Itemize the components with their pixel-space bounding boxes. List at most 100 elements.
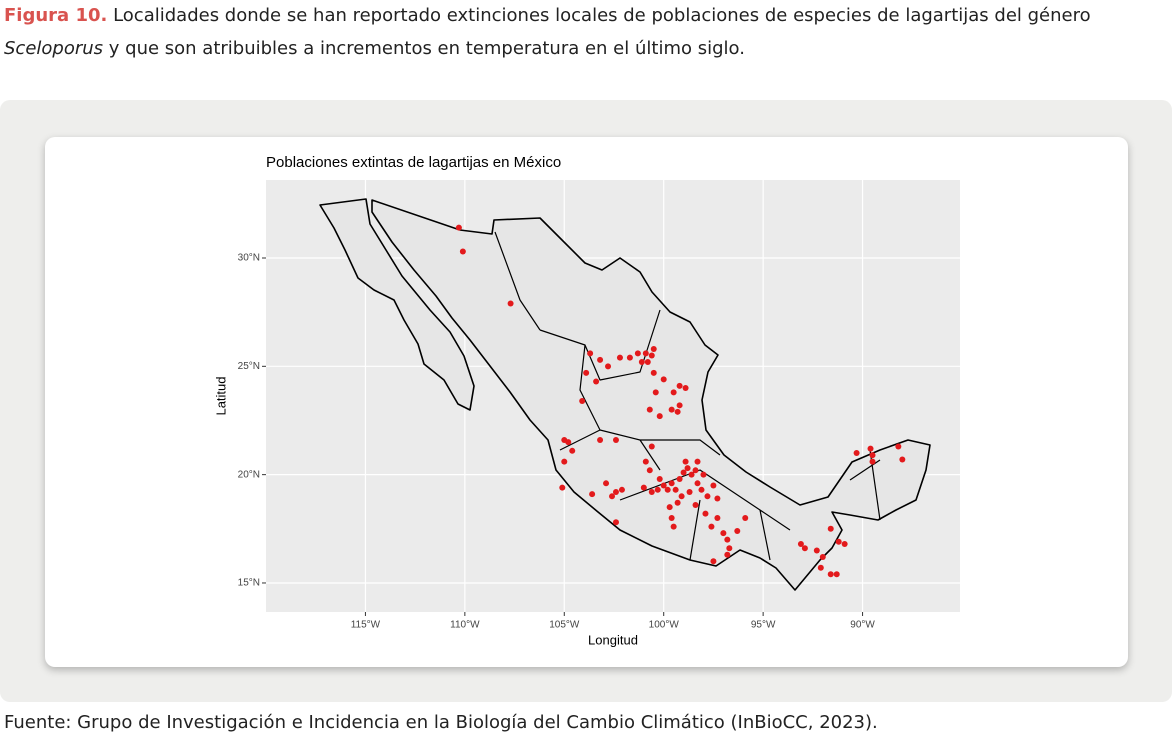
point [801, 545, 808, 552]
map [319, 198, 931, 591]
point [648, 488, 655, 495]
source: Fuente: Grupo de Investigación e Inciden… [4, 712, 878, 733]
point [455, 224, 462, 231]
point [676, 475, 683, 482]
point [853, 449, 860, 456]
point [559, 484, 566, 491]
point [813, 547, 820, 554]
point [724, 536, 731, 543]
y-tick-label: 25°N [238, 361, 260, 372]
point [668, 480, 675, 487]
point [583, 369, 590, 376]
point [720, 530, 727, 537]
point [676, 382, 683, 389]
point [688, 471, 695, 478]
point [612, 519, 619, 526]
mainland [371, 199, 931, 591]
point [692, 467, 699, 474]
point [692, 501, 699, 508]
point [646, 467, 653, 474]
point [827, 525, 834, 532]
point [702, 510, 709, 517]
point [698, 486, 705, 493]
point [644, 358, 651, 365]
point [670, 523, 677, 530]
x-tick-label: 100°W [649, 620, 680, 631]
point [561, 458, 568, 465]
point [640, 484, 647, 491]
caption-text: Localidades donde se han reportado extin… [113, 5, 1091, 26]
point [724, 551, 731, 558]
point [700, 471, 707, 478]
point [609, 493, 616, 500]
point [648, 352, 655, 359]
point [704, 493, 711, 500]
point [664, 486, 671, 493]
point [666, 504, 673, 511]
point [678, 493, 685, 500]
point [507, 300, 514, 307]
point [835, 538, 842, 545]
y-axis-title: Latitud [213, 376, 228, 415]
point [819, 553, 826, 560]
point [646, 406, 653, 413]
point [656, 413, 663, 420]
point [714, 514, 721, 521]
point [682, 458, 689, 465]
point [587, 350, 594, 357]
point [694, 458, 701, 465]
point [833, 571, 840, 578]
point [672, 486, 679, 493]
point [684, 465, 691, 472]
point [676, 402, 683, 409]
x-axis-title: Longitud [588, 632, 638, 647]
x-tick-label: 115°W [351, 620, 381, 631]
point [742, 514, 749, 521]
y-tick-label: 30°N [238, 253, 260, 264]
point [674, 408, 681, 415]
point [895, 443, 902, 450]
x-tick-label: 95°W [751, 620, 776, 631]
point [899, 456, 906, 463]
point [656, 475, 663, 482]
point [869, 458, 876, 465]
point [612, 436, 619, 443]
point [674, 499, 681, 506]
point [714, 495, 721, 502]
point [668, 406, 675, 413]
caption-line: Sceloporus y que son atribuibles a incre… [4, 38, 745, 59]
point [650, 345, 657, 352]
baja-california [319, 198, 475, 411]
point [597, 436, 604, 443]
point [827, 571, 834, 578]
point [579, 397, 586, 404]
point [605, 363, 612, 370]
point [869, 452, 876, 459]
point [660, 376, 667, 383]
point [694, 480, 701, 487]
point [459, 248, 466, 255]
point [642, 350, 649, 357]
caption-species: Sceloporus [4, 38, 104, 59]
point [668, 514, 675, 521]
point [642, 458, 649, 465]
point [867, 445, 874, 452]
point [638, 358, 645, 365]
point [618, 486, 625, 493]
point [680, 469, 687, 476]
caption-text: y que son atribuibles a incrementos en t… [108, 38, 745, 59]
point [660, 482, 667, 489]
caption-label: Figura 10. [4, 5, 108, 26]
state-borders [494, 231, 881, 561]
point [616, 354, 623, 361]
point [682, 384, 689, 391]
point [634, 350, 641, 357]
point [589, 491, 596, 498]
point [626, 354, 633, 361]
caption-line: Figura 10. Localidades donde se han repo… [4, 5, 1091, 26]
point [797, 540, 804, 547]
point [593, 378, 600, 385]
y-tick-label: 20°N [238, 469, 260, 480]
x-tick-label: 90°W [850, 620, 875, 631]
